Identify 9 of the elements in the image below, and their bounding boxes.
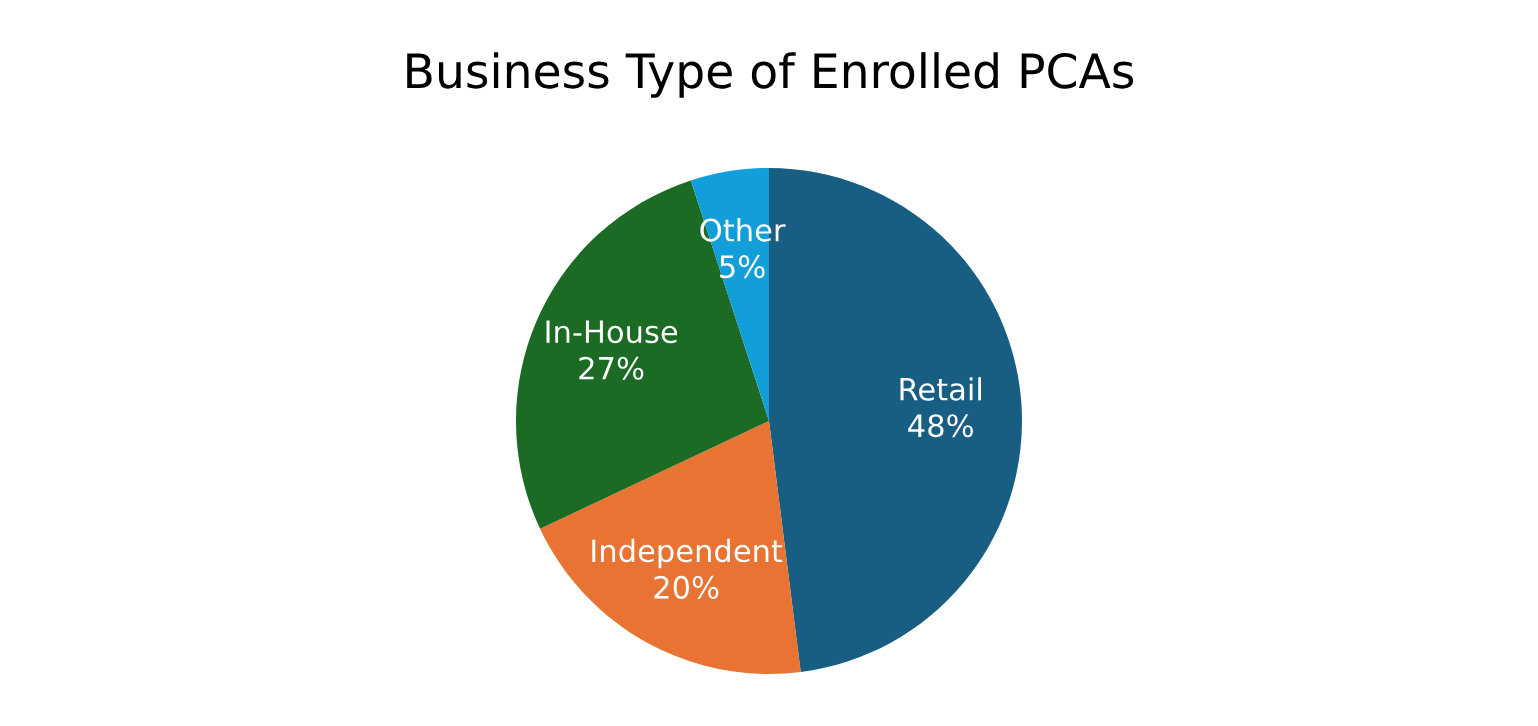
chart-title: Business Type of Enrolled PCAs (407, 52, 1134, 98)
data-label: 5% (720, 255, 765, 279)
data-label: 20% (654, 575, 719, 599)
slice-label: In-House (546, 320, 678, 344)
data-label: 27% (579, 356, 644, 380)
pie-slice (540, 421, 801, 674)
slice-label: Independent (592, 538, 783, 569)
slice-label: Retail (900, 377, 981, 401)
data-label: 48% (908, 414, 973, 438)
